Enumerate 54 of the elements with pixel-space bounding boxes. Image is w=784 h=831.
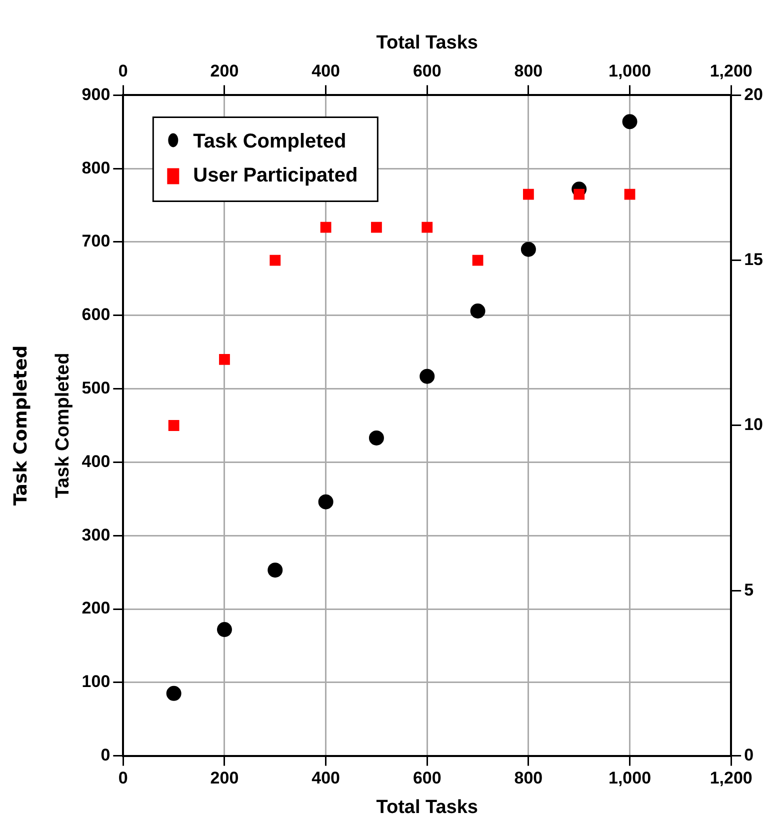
x2-axis-title: Total Tasks — [376, 32, 478, 54]
x-tick-label: 800 — [514, 768, 543, 788]
x-tick-label: 1,200 — [710, 768, 752, 788]
y-tick-label: 0 — [100, 745, 110, 764]
y-tick-label: 300 — [82, 525, 110, 544]
x2-tick-label: 1,000 — [608, 62, 652, 81]
x2-tick-label: 0 — [118, 62, 128, 81]
y-tick-label: 100 — [82, 672, 110, 692]
point — [420, 368, 435, 384]
point — [520, 242, 536, 257]
y2-tick-label: 15 — [744, 250, 764, 270]
point — [574, 188, 585, 200]
y-tick-label: 200 — [82, 598, 110, 618]
point — [523, 188, 534, 200]
x-tick-label: 0 — [118, 768, 128, 788]
point — [624, 188, 636, 200]
x-tick-label: 400 — [312, 768, 340, 788]
point — [470, 303, 486, 318]
point — [368, 430, 384, 446]
point — [219, 354, 230, 365]
point — [216, 622, 232, 638]
y-tick-label: 700 — [82, 232, 110, 251]
x2-tick-label: 1,200 — [710, 62, 752, 81]
legend-label: User Participated — [193, 164, 358, 187]
point — [318, 494, 334, 510]
y2-tick-label: 0 — [744, 745, 754, 764]
x2-tick-label: 800 — [514, 62, 543, 81]
x-axis-title: Total Tasks — [376, 796, 478, 818]
x-tick-label: 600 — [412, 768, 442, 788]
x2-tick-label: 200 — [210, 62, 239, 81]
point — [371, 222, 382, 233]
x-tick-label: 200 — [210, 768, 239, 788]
y-tick-label: 500 — [82, 378, 110, 398]
point — [320, 222, 332, 233]
point — [268, 562, 283, 578]
y2-tick-label: 5 — [744, 580, 754, 600]
x-tick-label: 1,000 — [608, 768, 652, 788]
legend-label: Task Completed — [193, 130, 346, 153]
y-tick-label: 800 — [82, 158, 110, 178]
y2-tick-label: 10 — [744, 415, 764, 434]
y-tick-label: 400 — [82, 452, 110, 471]
point — [622, 114, 638, 130]
text: Task Completed — [10, 345, 32, 506]
y-tick-label: 900 — [82, 84, 110, 104]
y-tick-label: 600 — [82, 305, 110, 324]
point — [422, 222, 433, 233]
x2-tick-label: 400 — [312, 62, 340, 81]
point — [472, 254, 484, 266]
point — [166, 686, 182, 701]
point — [168, 420, 180, 431]
point — [270, 254, 281, 266]
x2-tick-label: 600 — [412, 62, 442, 81]
y2-tick-label: 20 — [744, 84, 764, 104]
y-axis-title: Task Completed — [52, 352, 74, 498]
